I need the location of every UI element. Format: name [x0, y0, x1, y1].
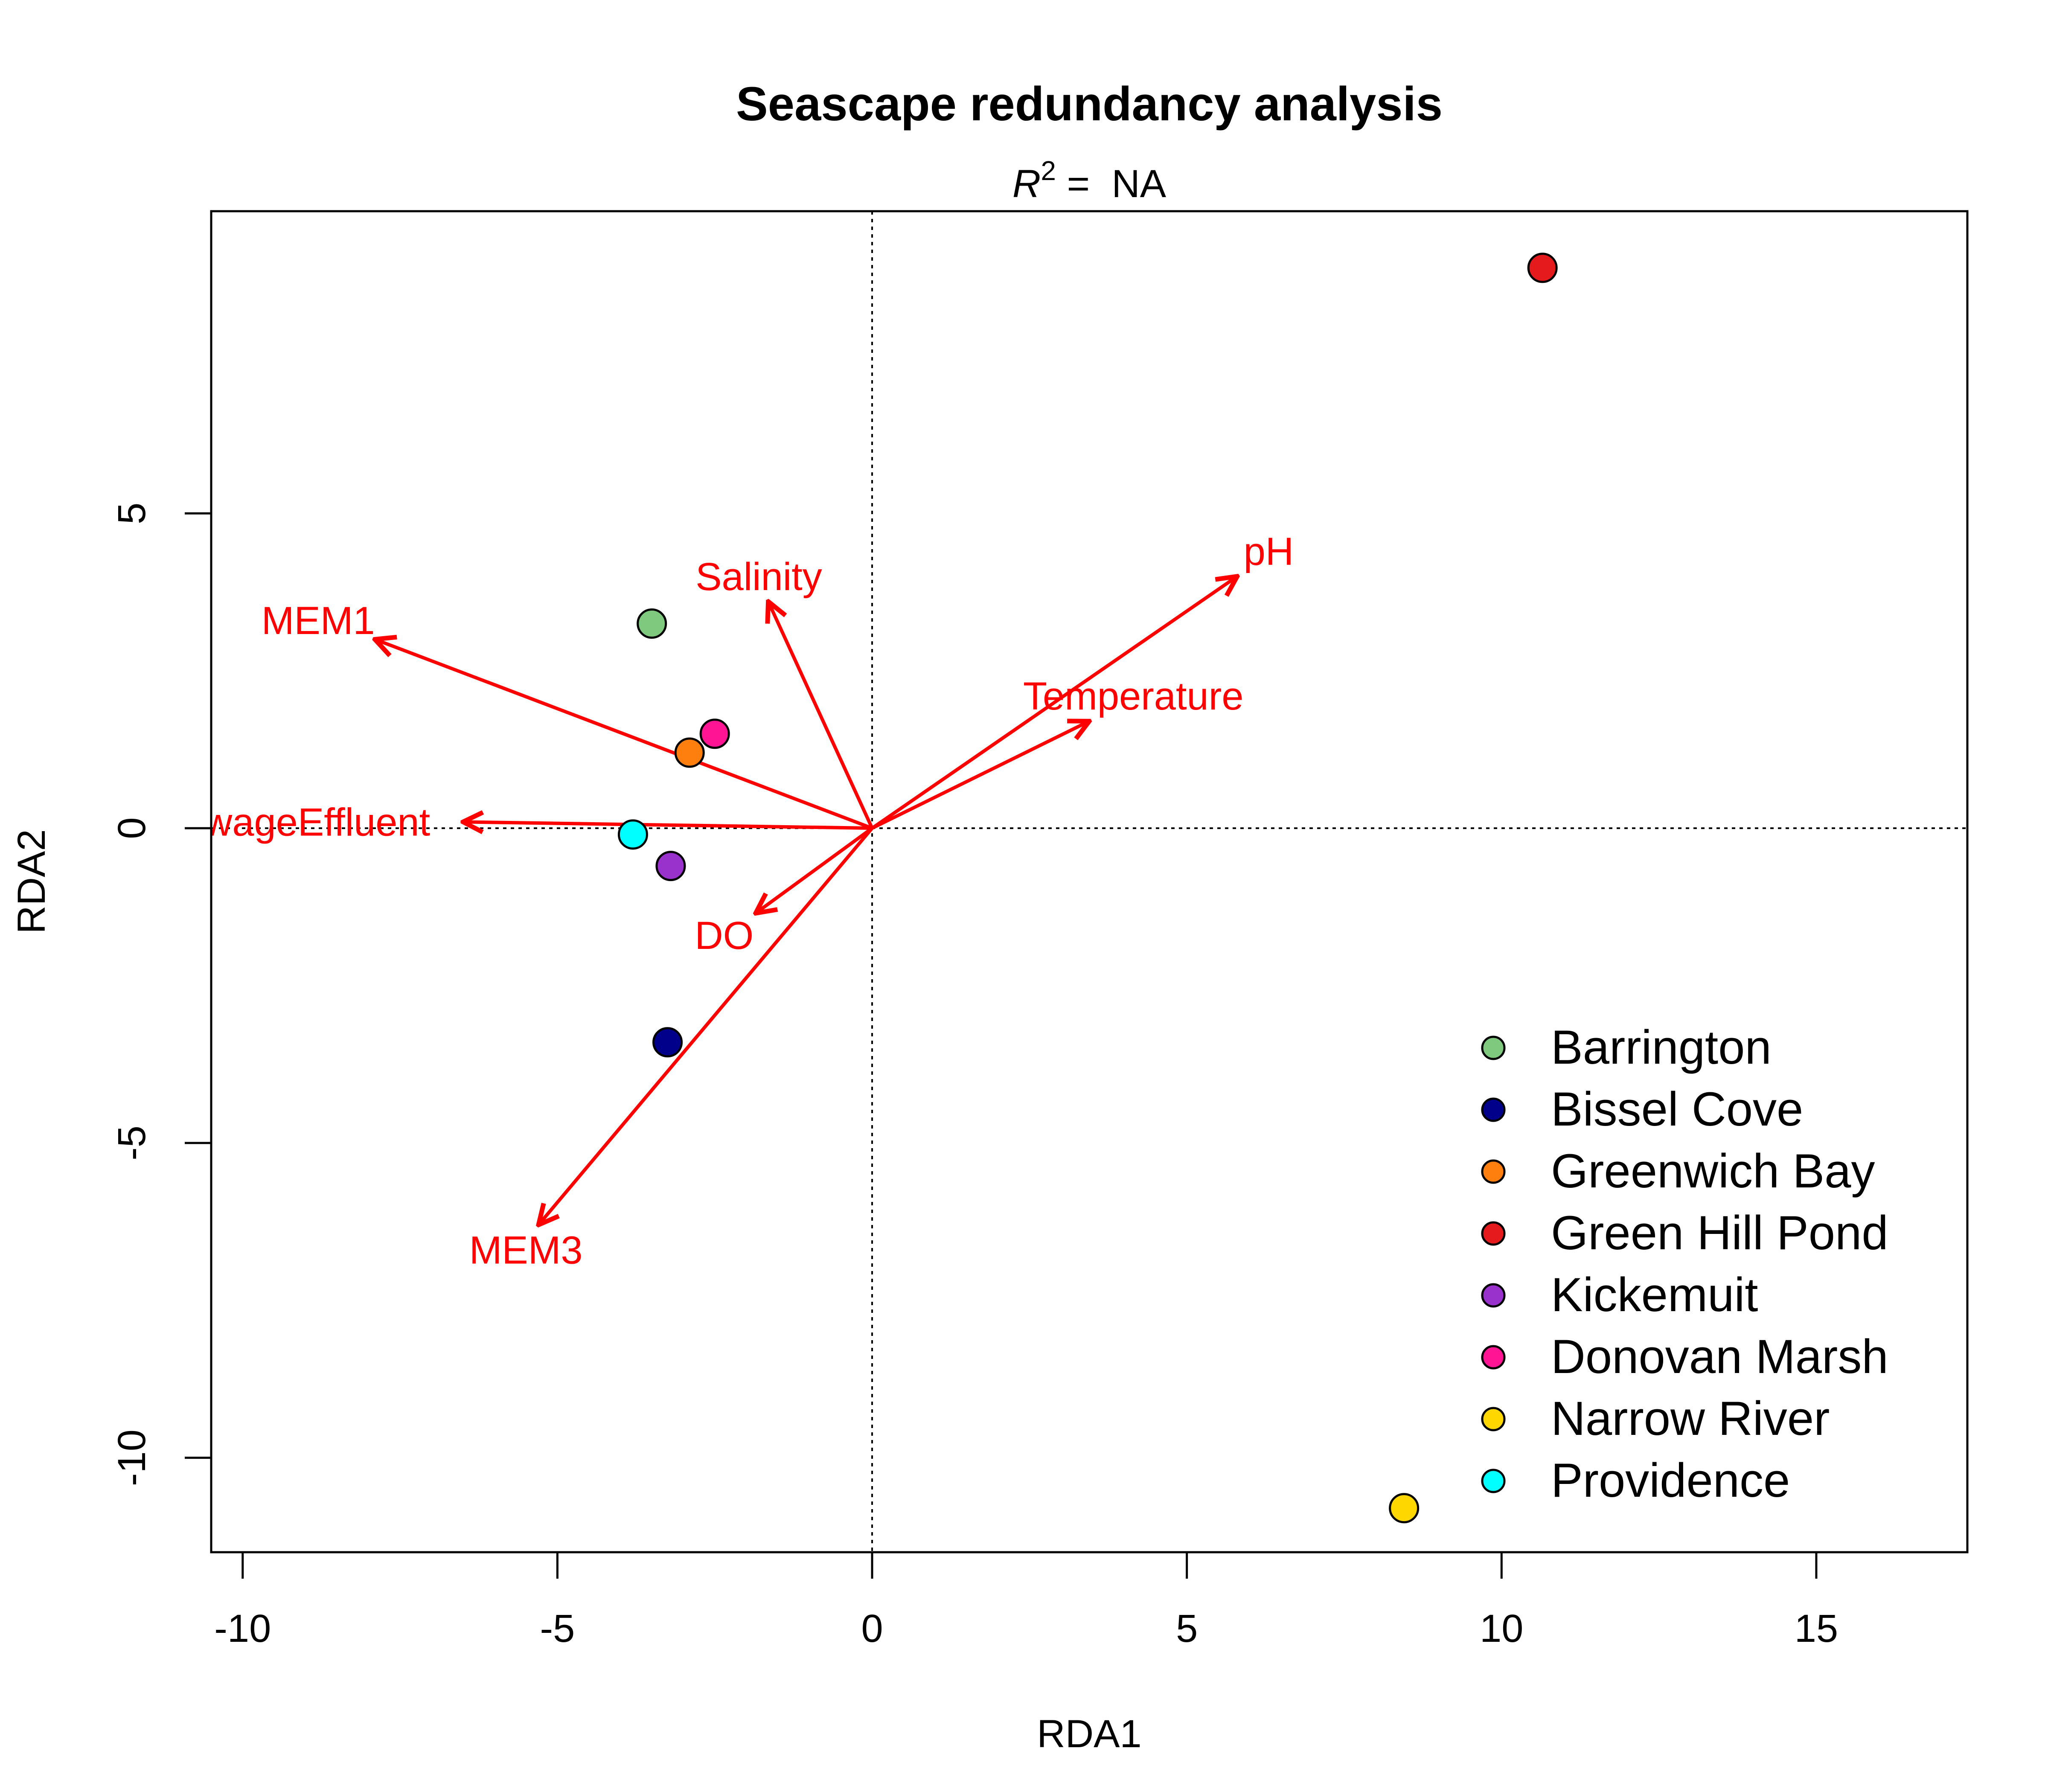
x-tick-label: -10	[214, 1607, 271, 1650]
y-tick-label: 5	[110, 503, 154, 524]
point-bissel-cove	[652, 1027, 683, 1058]
y-tick-label: 0	[110, 817, 154, 839]
legend-swatch	[1481, 1221, 1506, 1246]
point-greenwich-bay	[674, 737, 705, 768]
legend-swatch	[1481, 1283, 1506, 1308]
legend-swatch	[1481, 1159, 1506, 1184]
y-axis-label: RDA2	[10, 829, 53, 934]
legend-swatch	[1481, 1097, 1506, 1122]
plot-area: MEM1 Salinity pH Temperature SewageEffluent D…	[156, 211, 1967, 1552]
point-narrow-river	[1389, 1493, 1420, 1524]
vector-label-do: DO	[695, 914, 753, 957]
legend-swatch	[1481, 1407, 1506, 1431]
legend-label: Kickemuit	[1551, 1268, 1758, 1321]
vector-label-ph: pH	[1244, 530, 1294, 573]
vector-arrow-mem1	[375, 639, 873, 830]
legend-label: Green Hill Pond	[1551, 1206, 1888, 1260]
legend-label: Donovan Marsh	[1551, 1330, 1888, 1383]
vector-label-temperature: Temperature	[1023, 675, 1243, 718]
vector-label-mem3: MEM3	[469, 1229, 583, 1272]
x-axis: -10 -5 0 5 10 15	[214, 1551, 1838, 1650]
vector-arrow-temperature	[871, 721, 1089, 830]
r-squared-symbol: R	[1012, 162, 1041, 206]
legend-label: Bissel Cove	[1551, 1082, 1803, 1136]
point-barrington	[637, 608, 667, 639]
x-tick-label: 15	[1795, 1607, 1838, 1650]
vector-label-mem1: MEM1	[262, 599, 375, 643]
vector-arrow-ph	[871, 576, 1237, 830]
point-green-hill-pond	[1527, 253, 1558, 283]
chart-subtitle: R2 = NA	[1012, 155, 1167, 206]
legend-label: Narrow River	[1551, 1392, 1830, 1445]
point-kickemuit	[655, 851, 686, 881]
vector-label-salinity: Salinity	[695, 555, 822, 599]
y-axis: -10 -5 0 5	[110, 503, 212, 1486]
legend: Barrington Bissel Cove Greenwich Bay Green …	[1481, 1021, 1888, 1507]
legend-swatch	[1481, 1345, 1506, 1370]
vector-arrow-do	[756, 826, 873, 913]
point-donovan-marsh	[699, 719, 730, 749]
vector-arrow-salinity	[768, 602, 874, 829]
x-tick-label: 5	[1176, 1607, 1198, 1650]
r-squared-value: = NA	[1056, 162, 1167, 206]
x-tick-label: -5	[540, 1607, 575, 1650]
legend-swatch	[1481, 1036, 1506, 1060]
chart-title: Seascape redundancy analysis	[736, 77, 1443, 131]
vector-arrow-mem3	[538, 827, 874, 1225]
x-tick-label: 0	[861, 1607, 883, 1650]
x-axis-label: RDA1	[1037, 1712, 1141, 1756]
y-tick-label: -5	[110, 1126, 154, 1161]
biplot-vectors	[375, 576, 1237, 1225]
vector-label-sewageeffluent: SewageEffluent	[156, 800, 430, 844]
y-tick-label: -10	[110, 1429, 154, 1486]
r-squared-exponent: 2	[1041, 155, 1056, 186]
site-points	[617, 253, 1558, 1524]
legend-swatch	[1481, 1469, 1506, 1493]
legend-label: Barrington	[1551, 1021, 1772, 1074]
legend-label: Providence	[1551, 1454, 1790, 1507]
vector-arrow-sewageeffluent	[463, 822, 873, 828]
point-providence	[617, 819, 648, 850]
legend-label: Greenwich Bay	[1551, 1144, 1875, 1198]
reference-lines	[211, 211, 1967, 1552]
vector-labels: MEM1 Salinity pH Temperature SewageEffluent D…	[156, 530, 1294, 1272]
x-tick-label: 10	[1480, 1607, 1523, 1650]
